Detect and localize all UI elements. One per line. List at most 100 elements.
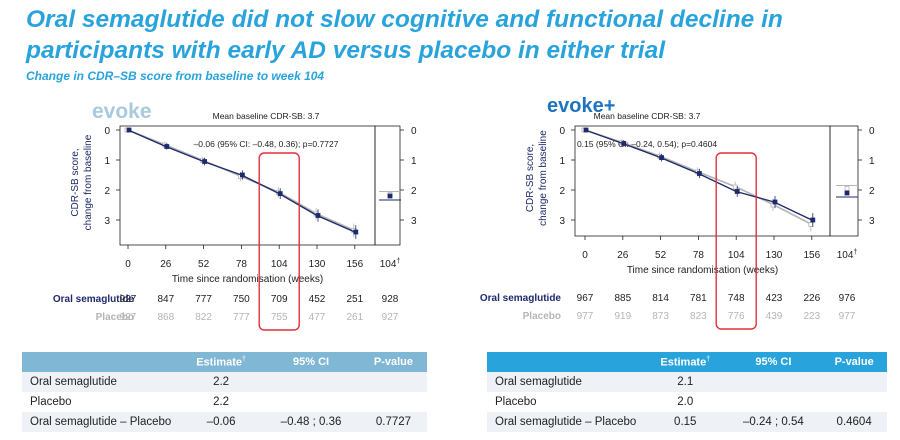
y-axis-label: change from baseline [538, 130, 549, 226]
n-value-placebo: 977 [577, 311, 594, 322]
y-tick-label: 3 [559, 216, 565, 227]
estimate-cell: 2.2 [180, 372, 263, 392]
table-header-blank [22, 352, 180, 372]
placebo-point [808, 222, 814, 227]
n-value-semaglutide: 976 [839, 293, 856, 304]
y-axis-label: CDR-SB score, [525, 144, 536, 212]
x-tick-label: 52 [655, 250, 667, 261]
row-label: Oral semaglutide – Placebo [487, 412, 645, 432]
page-subtitle: Change in CDR–SB score from baseline to … [26, 69, 325, 83]
n-value-placebo: 927 [120, 312, 137, 323]
table-row: Oral semaglutide 2.2 [22, 372, 427, 392]
y-tick-label: 1 [559, 156, 565, 167]
x-tick-label: 52 [198, 259, 210, 270]
ci-cell [262, 372, 360, 392]
dagger-sup: † [853, 249, 857, 256]
n-value-placebo: 261 [346, 312, 363, 323]
x-tick-label: 26 [160, 259, 172, 270]
y-tick-label: 0 [104, 126, 110, 137]
table-row: Oral semaglutide – Placebo –0.06 –0.48 ;… [22, 412, 427, 432]
semaglutide-point [202, 159, 208, 164]
y-tick-label: 0 [559, 126, 565, 137]
semaglutide-point [621, 141, 627, 146]
semaglutide-point [353, 229, 359, 235]
dagger-sup: † [396, 258, 400, 265]
y-tick-label-right: 0 [411, 126, 417, 137]
n-value-placebo: 822 [195, 312, 212, 323]
n-value-placebo: 776 [728, 311, 745, 322]
y-axis-label: change from baseline [83, 134, 94, 230]
pvalue-cell [821, 392, 887, 412]
pvalue-cell [359, 392, 427, 412]
table-header-ci: 95% CI [293, 356, 330, 368]
semaglutide-point [583, 127, 589, 133]
n-row-label-semaglutide: Oral semaglutide [480, 293, 562, 304]
n-value-semaglutide: 777 [195, 294, 212, 305]
y-tick-label-right: 3 [869, 216, 875, 227]
n-row-label-placebo: Placebo [523, 311, 561, 322]
n-value-semaglutide: 927 [120, 294, 137, 305]
table-header-estimate: Estimate† [660, 355, 711, 369]
n-value-placebo: 868 [157, 312, 174, 323]
estimate-cell: –0.06 [180, 412, 263, 432]
x-tick-label-dagger: 104† [837, 249, 858, 261]
y-tick-label-right: 1 [411, 156, 417, 167]
pvalue-cell: 0.7727 [359, 412, 427, 432]
page-title: Oral semaglutide did not slow cognitive … [26, 6, 783, 64]
y-tick-label-right: 2 [411, 186, 417, 197]
semaglutide-point [277, 191, 283, 197]
estimate-cell: 2.0 [645, 392, 726, 412]
table-header-blank [487, 352, 645, 372]
n-value-semaglutide: 814 [652, 293, 669, 304]
placebo-dagger-point [844, 186, 850, 191]
estimate-cell: 2.2 [180, 392, 263, 412]
ci-cell: –0.24 ; 0.54 [725, 412, 822, 432]
placebo-point [732, 184, 738, 190]
n-value-placebo: 439 [766, 311, 783, 322]
trial-logo: evoke+ [547, 95, 615, 117]
week-104-highlight [258, 152, 300, 331]
x-tick-label: 26 [617, 250, 629, 261]
y-tick-label: 1 [104, 156, 110, 167]
n-value-semaglutide: 423 [766, 293, 783, 304]
table-row: Oral semaglutide 2.1 [487, 372, 887, 392]
y-tick-label-right: 2 [869, 186, 875, 197]
semaglutide-dagger-point [387, 193, 393, 199]
n-value-semaglutide: 885 [614, 293, 631, 304]
baseline-note: Mean baseline CDR-SB: 3.7 [213, 111, 320, 121]
evoke-plus-results-table: Estimate† 95% CI P-value Oral semaglutid… [487, 352, 887, 432]
effect-annotation: –0.06 (95% CI: –0.48, 0.36); p=0.7727 [194, 139, 339, 149]
n-value-semaglutide: 748 [728, 293, 745, 304]
week-104-highlight [715, 152, 757, 330]
row-label: Placebo [22, 392, 180, 412]
n-value-placebo: 777 [233, 312, 250, 323]
n-value-semaglutide: 781 [690, 293, 707, 304]
table-header-pvalue: P-value [373, 356, 414, 368]
y-axis-label: CDR-SB score, [70, 148, 81, 216]
n-value-placebo: 977 [839, 311, 856, 322]
effect-annotation: 0.15 (95% CI: –0.24, 0.54); p=0.4604 [577, 139, 717, 149]
row-label: Oral semaglutide [22, 372, 180, 392]
n-value-placebo: 823 [690, 311, 707, 322]
ci-cell [262, 392, 360, 412]
table-row: Oral semaglutide – Placebo 0.15 –0.24 ; … [487, 412, 887, 432]
row-label: Oral semaglutide [487, 372, 645, 392]
x-tick-label: 78 [693, 250, 705, 261]
pvalue-cell: 0.4604 [821, 412, 887, 432]
x-tick-label: 0 [125, 259, 131, 270]
x-axis-label: Time since randomisation (weeks) [627, 265, 778, 276]
y-tick-label-right: 0 [869, 126, 875, 137]
semaglutide-point [696, 171, 702, 176]
semaglutide-point [659, 155, 665, 161]
row-label: Placebo [487, 392, 645, 412]
extra-frame [374, 125, 401, 246]
x-tick-label: 104 [728, 250, 745, 261]
evoke-results-table: Estimate† 95% CI P-value Oral semaglutid… [22, 352, 427, 432]
y-tick-label-right: 1 [869, 156, 875, 167]
baseline-note: Mean baseline CDR-SB: 3.7 [594, 111, 701, 121]
semaglutide-point [810, 217, 816, 223]
x-tick-label: 156 [346, 259, 363, 270]
y-tick-label: 2 [559, 186, 565, 197]
x-tick-label-dagger: 104† [380, 258, 401, 270]
n-value-semaglutide: 847 [157, 294, 174, 305]
